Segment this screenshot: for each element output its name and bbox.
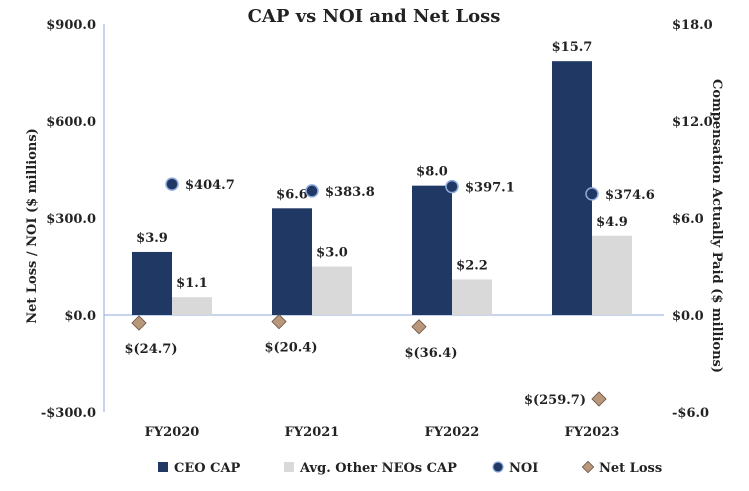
ceo-cap-bar [132,251,172,315]
category-group: $15.7 $4.9 $374.6 $(259.7) FY2023 [524,40,655,440]
noi-label: $397.1 [465,181,515,196]
category-label: FY2020 [145,425,200,440]
noi-label: $404.7 [185,178,235,193]
ceo-cap-label: $15.7 [552,40,593,55]
right-tick-label: $18.0 [672,18,713,33]
noi-marker [305,184,319,198]
neo-cap-bar [312,266,352,315]
net-loss-marker [131,315,147,331]
net-loss-label: $(20.4) [264,341,317,356]
right-tick-label: $12.0 [672,115,713,130]
ceo-cap-label: $3.9 [136,231,168,246]
neo-cap-label: $3.0 [316,246,348,261]
net-loss-label: $(36.4) [404,346,457,361]
net-loss-label: $(259.7) [524,393,586,408]
ceo-cap-label: $8.0 [416,165,448,180]
plot-area: $3.9 $1.1 $404.7 $(24.7) FY2020 $6.6 $3.0 $383.… [103,24,664,440]
noi-marker [585,187,599,201]
legend-label: NOI [509,461,538,476]
category-group: $8.0 $2.2 $397.1 $(36.4) FY2022 [404,165,514,440]
noi-label: $374.6 [605,188,655,203]
ceo-cap-bar [552,61,592,315]
legend-entry: Net Loss [581,460,662,476]
noi-label: $383.8 [325,185,375,200]
category-group: $3.9 $1.1 $404.7 $(24.7) FY2020 [124,177,235,440]
neo-cap-bar [592,235,632,315]
category-label: FY2021 [285,425,340,440]
left-tick-label: $0.0 [64,309,96,324]
legend-swatch [581,460,595,474]
legend-label: CEO CAP [174,461,241,476]
ceo-cap-bar [412,185,452,315]
neo-cap-bar [172,297,212,315]
ceo-cap-bar [272,208,312,315]
right-tick-label: $0.0 [672,309,704,324]
net-loss-label: $(24.7) [124,342,177,357]
left-axis-label: Net Loss / NOI ($ millions) [25,128,40,324]
left-axis-ticks: -$300.0 $0.0 $300.0 $600.0 $900.0 [41,18,96,421]
legend-entry: NOI [492,461,538,476]
neo-cap-label: $4.9 [596,215,628,230]
net-loss-marker [591,391,607,407]
legend-swatch [158,462,168,472]
right-tick-label: $6.0 [672,212,704,227]
neo-cap-label: $2.2 [456,258,488,273]
left-tick-label: $900.0 [46,18,96,33]
legend-swatch [492,461,504,473]
noi-marker [165,177,179,191]
legend-label: Net Loss [599,461,662,476]
net-loss-marker [411,319,427,335]
left-tick-label: $600.0 [46,115,96,130]
category-label: FY2022 [425,425,480,440]
legend-swatch [284,462,294,472]
legend: CEO CAP Avg. Other NEOs CAP NOI Net Loss [158,460,662,476]
category-group: $6.6 $3.0 $383.8 $(20.4) FY2021 [264,184,375,440]
net-loss-marker [271,313,287,330]
category-label: FY2023 [565,425,620,440]
noi-marker [445,179,459,194]
legend-label: Avg. Other NEOs CAP [299,461,457,476]
right-axis-label: Compensation Actually Paid ($ millions) [709,79,724,373]
left-tick-label: $300.0 [46,212,96,227]
neo-cap-bar [452,279,492,315]
legend-entry: CEO CAP [158,461,241,476]
right-axis-ticks: -$6.0 $0.0 $6.0 $12.0 $18.0 [672,18,713,421]
left-tick-label: -$300.0 [41,406,96,421]
ceo-cap-label: $6.6 [276,187,308,202]
neo-cap-label: $1.1 [176,276,208,291]
right-tick-label: -$6.0 [672,406,709,421]
chart-title: CAP vs NOI and Net Loss [248,6,501,27]
legend-entry: Avg. Other NEOs CAP [284,461,457,476]
